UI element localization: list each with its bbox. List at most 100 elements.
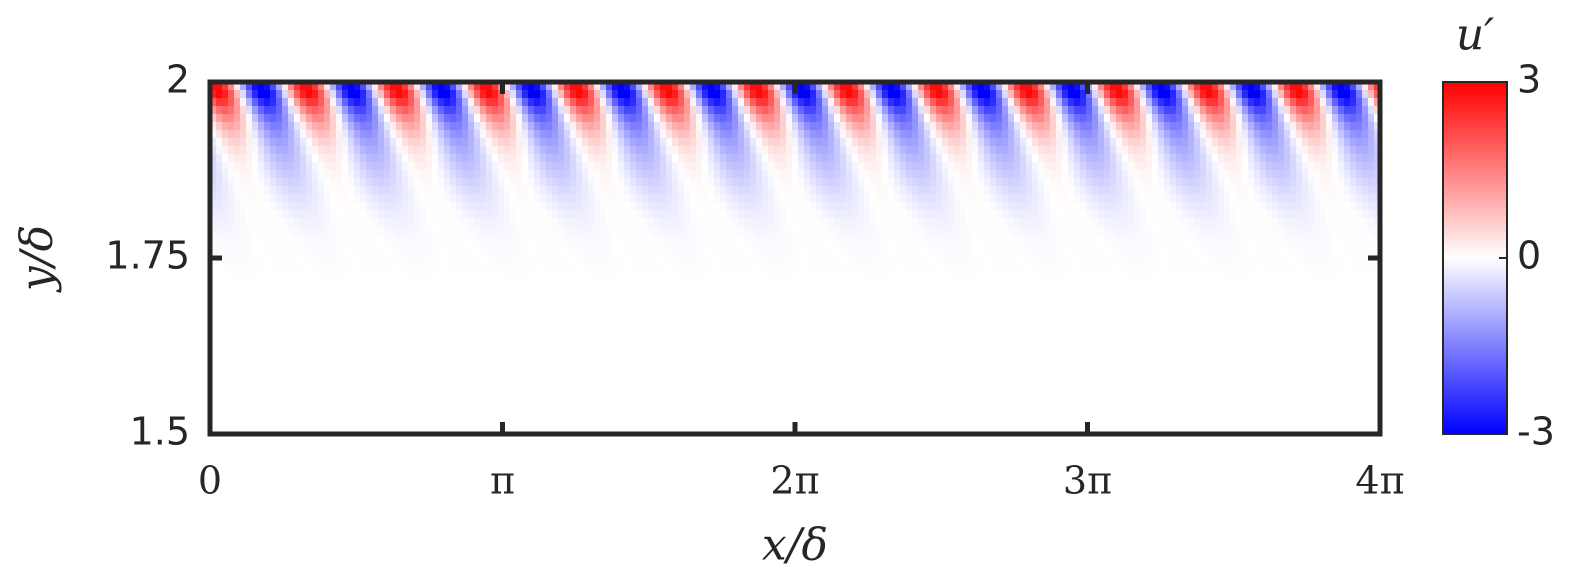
field-cell	[1368, 154, 1375, 163]
field-cell	[360, 106, 367, 115]
field-cell	[1008, 218, 1015, 227]
field-cell	[1374, 90, 1380, 99]
field-cell	[966, 178, 973, 187]
field-cell	[1116, 82, 1123, 91]
field-cell	[1110, 186, 1117, 195]
field-cell	[402, 154, 409, 163]
field-cell	[468, 202, 475, 211]
field-cell	[1194, 90, 1201, 99]
field-cell	[576, 186, 583, 195]
field-cell	[666, 162, 673, 171]
field-cell	[858, 266, 865, 275]
field-cell	[1206, 146, 1213, 155]
field-cell	[1326, 226, 1333, 235]
field-cell	[336, 154, 343, 163]
field-cell	[228, 250, 235, 259]
field-cell	[1230, 90, 1237, 99]
field-cell	[1254, 90, 1261, 99]
field-cell	[558, 186, 565, 195]
field-cell	[324, 250, 331, 259]
field-cell	[942, 170, 949, 179]
field-cell	[540, 162, 547, 171]
field-cell	[288, 106, 295, 115]
field-cell	[750, 138, 757, 147]
field-cell	[342, 178, 349, 187]
field-cell	[552, 202, 559, 211]
field-cell	[1020, 202, 1027, 211]
field-cell	[1062, 266, 1069, 275]
field-cell	[1320, 114, 1327, 123]
field-cell	[396, 130, 403, 139]
field-cell	[1176, 98, 1183, 107]
field-cell	[696, 122, 703, 131]
field-cell	[858, 90, 865, 99]
field-cell	[702, 122, 709, 131]
field-cell	[1032, 162, 1039, 171]
field-cell	[276, 82, 283, 91]
field-cell	[528, 106, 535, 115]
field-cell	[1278, 258, 1285, 267]
field-cell	[1128, 106, 1135, 115]
field-cell	[570, 138, 577, 147]
field-cell	[384, 202, 391, 211]
field-cell	[1344, 250, 1351, 259]
field-cell	[594, 154, 601, 163]
field-cell	[612, 218, 619, 227]
field-cell	[390, 202, 397, 211]
field-cell	[954, 82, 961, 91]
field-cell	[1338, 154, 1345, 163]
field-cell	[822, 178, 829, 187]
field-cell	[1254, 226, 1261, 235]
field-cell	[1368, 178, 1375, 187]
field-cell	[966, 202, 973, 211]
field-cell	[516, 194, 523, 203]
field-cell	[384, 138, 391, 147]
field-cell	[216, 162, 223, 171]
field-cell	[630, 170, 637, 179]
field-cell	[870, 234, 877, 243]
field-cell	[828, 218, 835, 227]
field-cell	[822, 202, 829, 211]
field-cell	[270, 250, 277, 259]
field-cell	[300, 122, 307, 131]
field-cell	[432, 258, 439, 267]
field-cell	[1230, 170, 1237, 179]
field-cell	[246, 154, 253, 163]
field-cell	[528, 162, 535, 171]
field-cell	[1050, 90, 1057, 99]
field-cell	[864, 218, 871, 227]
field-cell	[630, 146, 637, 155]
field-cell	[360, 178, 367, 187]
field-cell	[1218, 258, 1225, 267]
field-cell	[714, 170, 721, 179]
field-cell	[954, 242, 961, 251]
field-cell	[408, 146, 415, 155]
field-cell	[1206, 258, 1213, 267]
field-cell	[930, 162, 937, 171]
field-cell	[480, 106, 487, 115]
field-cell	[534, 90, 541, 99]
field-cell	[228, 154, 235, 163]
field-cell	[756, 98, 763, 107]
field-cell	[1062, 226, 1069, 235]
field-cell	[1026, 162, 1033, 171]
field-cell	[948, 146, 955, 155]
field-cell	[552, 138, 559, 147]
field-cell	[1068, 266, 1075, 275]
field-cell	[1236, 162, 1243, 171]
field-cell	[1368, 194, 1375, 203]
field-cell	[474, 226, 481, 235]
field-cell	[888, 146, 895, 155]
field-cell	[570, 210, 577, 219]
field-cell	[480, 210, 487, 219]
field-cell	[1026, 146, 1033, 155]
field-cell	[258, 186, 265, 195]
field-cell	[576, 234, 583, 243]
field-cell	[678, 194, 685, 203]
field-cell	[1290, 138, 1297, 147]
field-cell	[1122, 186, 1129, 195]
field-cell	[1122, 122, 1129, 131]
field-cell	[408, 90, 415, 99]
field-cell	[1308, 82, 1315, 91]
field-cell	[912, 194, 919, 203]
